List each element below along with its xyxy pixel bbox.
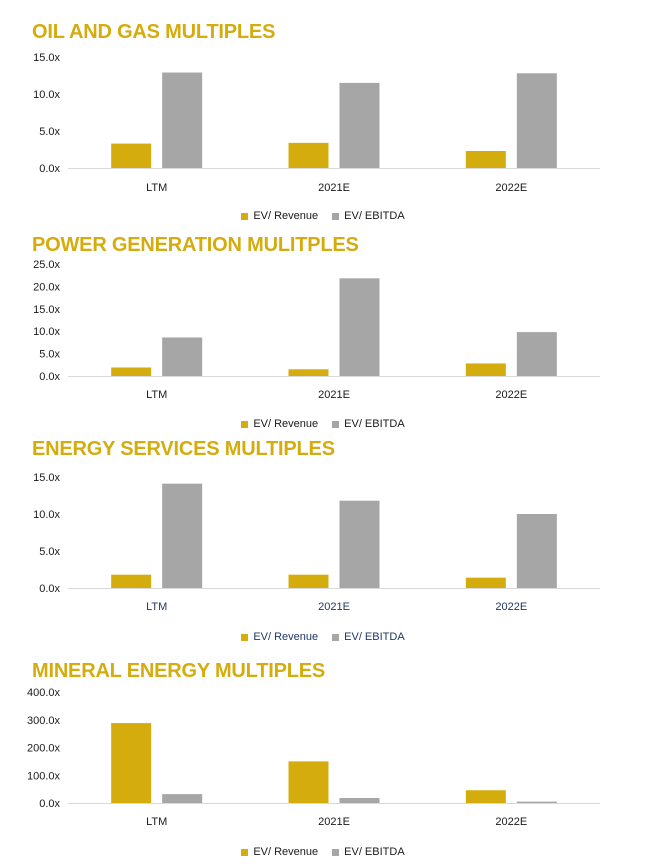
- y-tick-label: 10.0x: [33, 89, 60, 101]
- y-tick-label: 20.0x: [33, 281, 60, 293]
- legend-swatch-revenue: [241, 420, 249, 428]
- x-category-label: 2022E: [495, 389, 527, 401]
- legend-swatch-ebitda: [332, 848, 340, 856]
- bar-ev-revenue: [111, 574, 152, 588]
- legend-item-ebitda: EV/ EBITDA: [332, 418, 405, 430]
- y-tick-label: 15.0x: [33, 472, 60, 484]
- x-category-label: LTM: [146, 601, 167, 613]
- bar-ev-ebitda: [339, 500, 380, 588]
- bar-ev-ebitda: [162, 337, 203, 376]
- bar-ev-ebitda: [339, 798, 380, 803]
- legend-item-revenue: EV/ Revenue: [241, 418, 318, 430]
- legend-label-ebitda: EV/ EBITDA: [344, 210, 405, 222]
- legend-item-ebitda: EV/ EBITDA: [332, 631, 405, 643]
- x-category-label: LTM: [146, 182, 167, 194]
- chart-legend: EV/ Revenue EV/ EBITDA: [0, 846, 646, 858]
- chart-legend: EV/ Revenue EV/ EBITDA: [0, 418, 646, 430]
- y-tick-label: 15.0x: [33, 52, 60, 64]
- y-tick-label: 100.0x: [27, 770, 61, 782]
- y-tick-label: 0.0x: [39, 798, 60, 810]
- bar-ev-revenue: [111, 143, 152, 168]
- x-category-label: 2021E: [318, 816, 350, 828]
- bar-ev-ebitda: [339, 82, 380, 168]
- legend-swatch-revenue: [241, 212, 249, 220]
- bar-ev-ebitda: [162, 72, 203, 168]
- legend-item-ebitda: EV/ EBITDA: [332, 210, 405, 222]
- chart-power-generation: POWER GENERATION MULITPLES 0.0x 5.0x 10.0x…: [0, 234, 646, 430]
- y-tick-label: 10.0x: [33, 509, 60, 521]
- bar-ev-ebitda: [339, 278, 380, 376]
- y-tick-label: 200.0x: [27, 743, 61, 755]
- x-category-label: 2021E: [318, 601, 350, 613]
- y-tick-label: 300.0x: [27, 715, 61, 727]
- y-tick-label: 0.0x: [39, 163, 60, 175]
- bar-ev-revenue: [465, 150, 506, 168]
- chart-legend: EV/ Revenue EV/ EBITDA: [0, 210, 646, 222]
- chart-plot: 0.0x 100.0x 200.0x 300.0x 400.0x LTM 2021E 2022…: [27, 687, 600, 828]
- y-tick-label: 5.0x: [39, 546, 60, 558]
- chart-title: ENERGY SERVICES MULTIPLES: [32, 438, 335, 460]
- bar-ev-revenue: [465, 577, 506, 588]
- x-category-label: 2022E: [495, 601, 527, 613]
- legend-label-revenue: EV/ Revenue: [253, 631, 319, 643]
- bar-ev-ebitda: [516, 73, 557, 168]
- bar-ev-ebitda: [516, 801, 557, 803]
- bar-ev-revenue: [288, 761, 329, 803]
- y-tick-label: 0.0x: [39, 583, 60, 595]
- bar-ev-revenue: [111, 723, 152, 803]
- x-category-label: LTM: [146, 816, 167, 828]
- bar-ev-revenue: [465, 790, 506, 803]
- bar-ev-ebitda: [162, 483, 203, 588]
- bar-ev-revenue: [288, 142, 329, 168]
- legend-label-revenue: EV/ Revenue: [253, 846, 319, 858]
- legend-item-revenue: EV/ Revenue: [241, 210, 318, 222]
- legend-item-revenue: EV/ Revenue: [241, 631, 318, 643]
- bar-ev-revenue: [465, 363, 506, 376]
- y-tick-label: 5.0x: [39, 126, 60, 138]
- bar-ev-revenue: [111, 367, 152, 376]
- y-tick-label: 15.0x: [33, 304, 60, 316]
- chart-energy-services: ENERGY SERVICES MULTIPLES 0.0x 5.0x 10.0x 1…: [0, 438, 646, 643]
- bar-ev-ebitda: [162, 794, 203, 803]
- chart-title: OIL AND GAS MULTIPLES: [32, 21, 276, 43]
- legend-swatch-revenue: [241, 633, 249, 641]
- legend-label-revenue: EV/ Revenue: [253, 210, 319, 222]
- chart-legend: EV/ Revenue EV/ EBITDA: [0, 631, 646, 643]
- legend-label-ebitda: EV/ EBITDA: [344, 846, 405, 858]
- legend-swatch-revenue: [241, 848, 249, 856]
- bar-ev-ebitda: [516, 332, 557, 376]
- chart-oil-and-gas: OIL AND GAS MULTIPLES 0.0x 5.0x 10.0x 15.0x…: [0, 0, 646, 230]
- chart-plot: 0.0x 5.0x 10.0x 15.0x LTM 2021E 2022E: [33, 52, 600, 194]
- legend-item-ebitda: EV/ EBITDA: [332, 846, 405, 858]
- chart-plot: 0.0x 5.0x 10.0x 15.0x 20.0x 25.0x LTM 2021E 2022…: [33, 259, 600, 401]
- y-tick-label: 25.0x: [33, 259, 60, 271]
- legend-label-revenue: EV/ Revenue: [253, 418, 319, 430]
- legend-item-revenue: EV/ Revenue: [241, 846, 318, 858]
- x-category-label: 2021E: [318, 182, 350, 194]
- legend-swatch-ebitda: [332, 212, 340, 220]
- y-tick-label: 0.0x: [39, 371, 60, 383]
- chart-title: MINERAL ENERGY MULTIPLES: [32, 660, 326, 682]
- y-tick-label: 10.0x: [33, 326, 60, 338]
- x-category-label: 2021E: [318, 389, 350, 401]
- x-category-label: 2022E: [495, 182, 527, 194]
- y-tick-label: 5.0x: [39, 349, 60, 361]
- chart-title: POWER GENERATION MULITPLES: [32, 234, 359, 256]
- y-tick-label: 400.0x: [27, 687, 61, 699]
- legend-swatch-ebitda: [332, 420, 340, 428]
- bar-ev-revenue: [288, 369, 329, 376]
- chart-plot: 0.0x 5.0x 10.0x 15.0x LTM 2021E 2022E: [33, 472, 600, 613]
- legend-swatch-ebitda: [332, 633, 340, 641]
- bar-ev-revenue: [288, 574, 329, 588]
- bar-ev-ebitda: [516, 514, 557, 588]
- x-category-label: 2022E: [495, 816, 527, 828]
- legend-label-ebitda: EV/ EBITDA: [344, 418, 405, 430]
- legend-label-ebitda: EV/ EBITDA: [344, 631, 405, 643]
- x-category-label: LTM: [146, 389, 167, 401]
